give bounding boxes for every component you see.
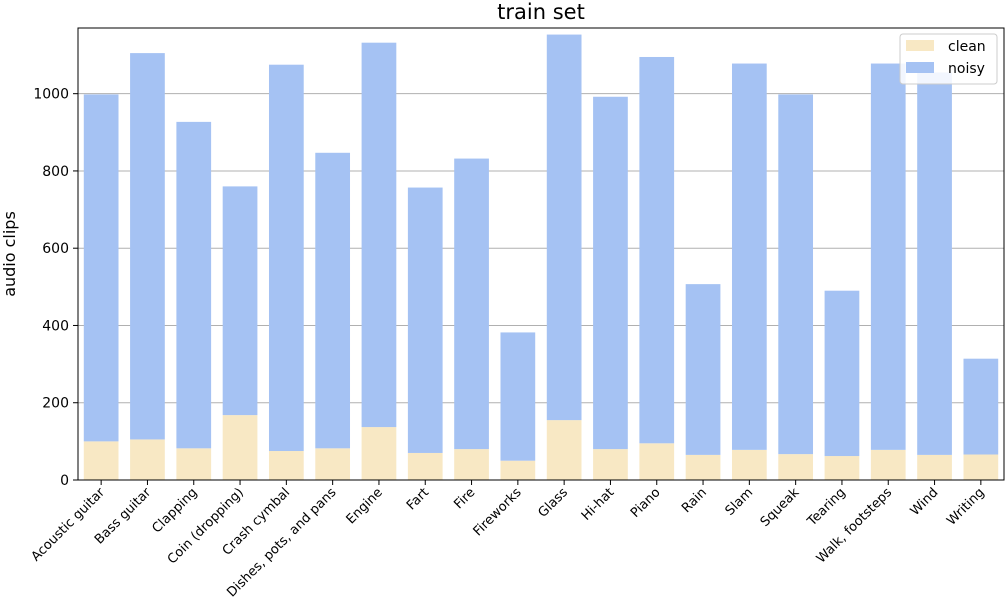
- bar-clean: [639, 443, 675, 480]
- bar-clean: [83, 441, 119, 480]
- x-tick-label: Fart: [404, 485, 432, 513]
- bar-noisy: [130, 53, 165, 440]
- x-tick-label: Fireworks: [471, 485, 525, 539]
- bar-clean: [593, 449, 628, 480]
- x-tick-label: Acoustic guitar: [29, 485, 109, 565]
- x-tick-label: Engine: [344, 485, 386, 527]
- chart-title: train set: [497, 0, 585, 24]
- bar-noisy: [546, 34, 582, 421]
- bar-noisy: [500, 332, 536, 461]
- bar-noisy: [778, 94, 814, 455]
- x-tick-label: Hi-hat: [579, 485, 617, 523]
- bar-clean: [731, 449, 767, 480]
- y-tick-label: 400: [42, 318, 69, 334]
- y-axis-label: audio clips: [0, 211, 19, 297]
- bar-noisy: [731, 63, 767, 450]
- x-tick-label: Glass: [535, 485, 571, 521]
- y-tick-label: 600: [42, 241, 69, 257]
- bar-noisy: [222, 186, 258, 416]
- bar-clean: [361, 427, 397, 480]
- bar-clean: [963, 454, 999, 480]
- bar-noisy: [685, 284, 721, 455]
- bar-clean: [824, 456, 860, 480]
- y-tick-label: 1000: [33, 87, 69, 103]
- legend: clean noisy: [899, 33, 998, 85]
- legend-label: noisy: [948, 61, 985, 77]
- x-tick-label: Wind: [908, 485, 942, 519]
- bar-noisy: [83, 94, 119, 442]
- bars: [83, 34, 999, 480]
- bar-noisy: [963, 358, 999, 455]
- y-tick-label: 800: [42, 164, 69, 180]
- plot-frame: [77, 27, 1005, 481]
- bar-noisy: [361, 42, 397, 428]
- y-tick-label: 200: [42, 396, 69, 412]
- bar-clean: [315, 448, 351, 480]
- legend-swatch: [906, 62, 934, 73]
- bar-noisy: [407, 187, 443, 453]
- gridlines: [78, 93, 1004, 404]
- bar-clean: [685, 454, 721, 480]
- bar-clean: [778, 454, 814, 480]
- bar-noisy: [870, 63, 906, 450]
- x-tick-label: Squeak: [758, 485, 803, 530]
- bar-clean: [546, 420, 582, 480]
- bar-clean: [870, 449, 906, 480]
- x-tick-label: Fire: [451, 485, 478, 512]
- bar-noisy: [315, 152, 351, 449]
- bar-noisy: [454, 158, 489, 450]
- bar-noisy: [176, 121, 212, 449]
- x-tick-label: Slam: [723, 485, 757, 519]
- bar-clean: [130, 439, 165, 480]
- bar-clean: [176, 448, 212, 480]
- bar-clean: [407, 452, 443, 480]
- bar-noisy: [593, 96, 628, 450]
- bar-noisy: [639, 56, 675, 444]
- x-tick-label: Piano: [628, 485, 664, 521]
- y-tick-label: 0: [60, 473, 69, 489]
- bar-clean: [222, 415, 258, 480]
- legend-label: clean: [948, 39, 986, 55]
- bar-clean: [917, 454, 952, 480]
- x-tick-label: Rain: [679, 485, 710, 516]
- bar-clean: [500, 460, 536, 480]
- bar-clean: [268, 451, 304, 480]
- bar-noisy: [824, 290, 860, 457]
- bar-noisy: [268, 64, 304, 452]
- x-tick-label: Writing: [944, 485, 987, 528]
- x-tick-label: Tearing: [804, 485, 849, 530]
- legend-swatch: [906, 40, 934, 51]
- bar-clean: [454, 449, 489, 480]
- bar-noisy: [917, 72, 952, 455]
